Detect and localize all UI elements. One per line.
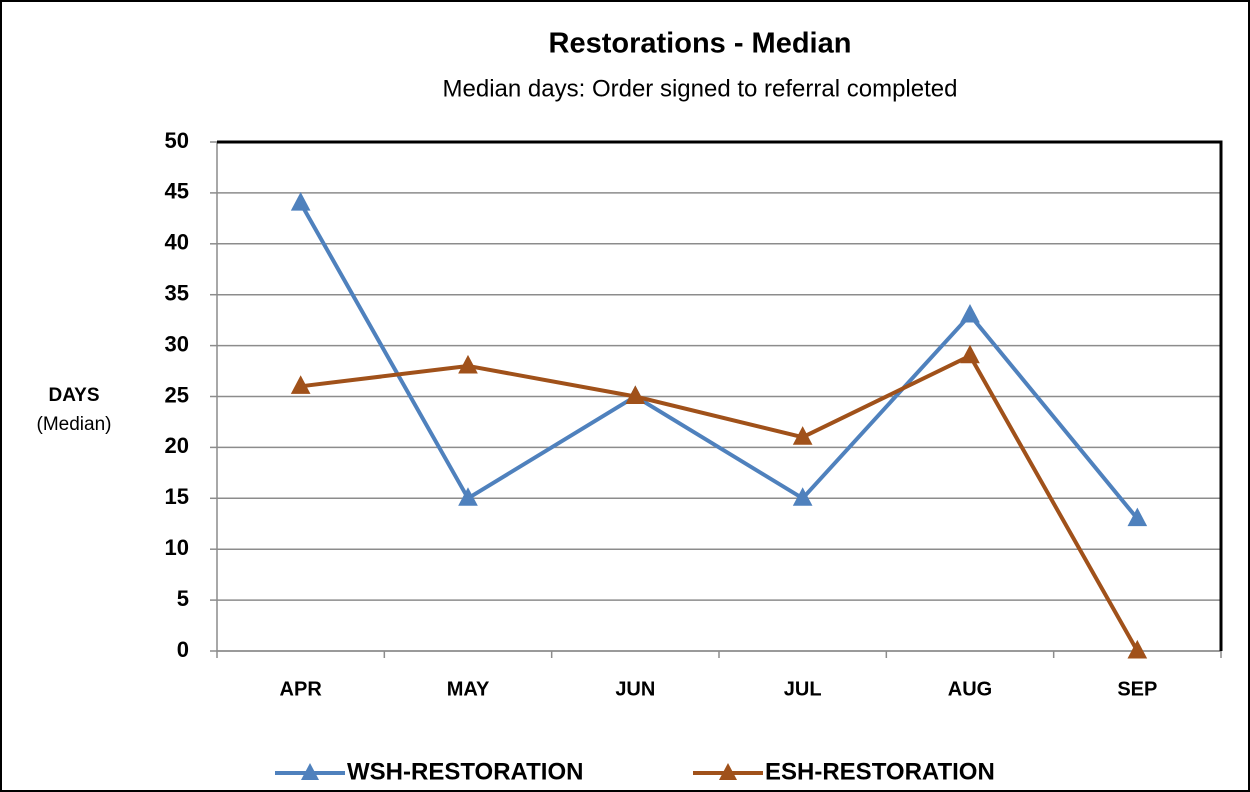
data-point (625, 385, 646, 404)
y-tick-label: 40 (165, 230, 189, 255)
x-tick-label: SEP (1117, 678, 1157, 700)
data-point (960, 303, 980, 323)
y-tick-label: 10 (165, 535, 189, 560)
chart-title: Restorations - Median (549, 28, 852, 60)
y-tick-label: 15 (165, 484, 189, 509)
y-tick-label: 20 (165, 433, 189, 458)
series-line (298, 202, 1139, 520)
data-point (458, 487, 478, 506)
y-axis-title: DAYS (48, 385, 99, 406)
data-point (290, 192, 311, 211)
y-tick-label: 0 (177, 637, 189, 662)
legend-marker (301, 763, 319, 780)
x-tick-label: AUG (948, 678, 992, 700)
y-tick-label: 50 (165, 128, 189, 153)
data-point (960, 344, 980, 364)
data-point (792, 487, 813, 506)
data-point (792, 426, 813, 445)
data-point (290, 375, 311, 394)
x-tick-label: APR (280, 678, 323, 700)
y-tick-label: 30 (165, 331, 189, 356)
series-line (300, 353, 1140, 652)
data-point (1127, 507, 1148, 527)
data-point (1127, 639, 1148, 659)
chart-subtitle: Median days: Order signed to referral co… (443, 75, 958, 102)
y-tick-label: 25 (165, 382, 189, 407)
y-tick-label: 45 (165, 179, 189, 204)
data-point (458, 354, 478, 374)
legend-label: WSH-RESTORATION (347, 758, 583, 785)
y-tick-label: 35 (165, 281, 189, 306)
plot-frame (217, 140, 1223, 651)
x-tick-label: JUL (784, 678, 822, 700)
x-tick-label: JUN (615, 678, 655, 700)
x-tick-label: MAY (447, 678, 490, 700)
legend-label: ESH-RESTORATION (765, 758, 995, 785)
y-tick-label: 5 (177, 586, 189, 611)
legend-marker (719, 763, 737, 780)
y-axis-note: (Median) (37, 414, 112, 435)
